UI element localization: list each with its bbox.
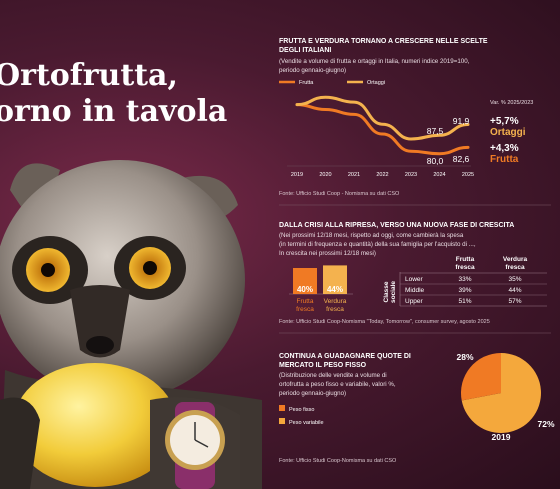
chart1-subtitle-line2: periodo gennaio-giugno) xyxy=(279,67,346,74)
chart3-title-line2: MERCATO IL PESO FISSO xyxy=(279,362,367,369)
table-row-label: Middle xyxy=(405,287,425,294)
x-tick-label: 2019 xyxy=(291,172,303,178)
chart3-source: Fonte: Ufficio Studi Coop-Nomisma su dat… xyxy=(279,458,397,464)
x-tick-label: 2024 xyxy=(433,172,445,178)
chart1-subtitle-line1: (Vendite a volume di frutta e ortaggi in… xyxy=(279,58,470,65)
label-ortaggi-2025: 91,9 xyxy=(453,116,470,126)
pie-year: 2019 xyxy=(492,432,511,442)
pie-label-peso-variabile: 72% xyxy=(537,419,554,429)
bar-verdura-label-1: Verdura xyxy=(324,298,347,305)
lemur-hand xyxy=(0,397,40,489)
series-line-ortaggi xyxy=(295,95,470,141)
label-ortaggi-2024: 87,5 xyxy=(427,126,444,136)
label-frutta-2025: 82,6 xyxy=(453,154,470,164)
chart2-subtitle-line2: (in termini di frequenza e quantità) del… xyxy=(279,241,476,248)
x-tick-label: 2025 xyxy=(462,172,474,178)
table-row-label: Lower xyxy=(405,276,424,283)
bar-verdura xyxy=(323,265,347,294)
bar-verdura-label-2: fresca xyxy=(326,306,344,313)
legend-peso-variabile: Peso variabile xyxy=(289,420,324,426)
table-row-title-1: Classe xyxy=(383,281,390,302)
chart2-title: DALLA CRISI ALLA RIPRESA, VERSO UNA NUOV… xyxy=(279,222,514,229)
table-header-frutta-2: fresca xyxy=(455,264,475,271)
pie-label-peso-fisso: 28% xyxy=(456,352,473,362)
x-tick-label: 2023 xyxy=(405,172,417,178)
bar-frutta-value: 40% xyxy=(297,285,313,294)
label-frutta-2024: 80,0 xyxy=(427,156,444,166)
legend-swatch-peso-fisso xyxy=(279,405,285,411)
table-cell-verdura: 35% xyxy=(508,276,521,283)
infographic-panel: FRUTTA E VERDURA TORNANO A CRESCERE NELL… xyxy=(265,0,560,489)
lemur-nose xyxy=(86,336,114,354)
lemur-snout xyxy=(70,285,130,358)
table-cell-verdura: 44% xyxy=(508,287,521,294)
headline-line-1: Ortofrutta, xyxy=(0,58,178,93)
legend-ortaggi: Ortaggi xyxy=(367,80,385,86)
table-header-verdura-2: fresca xyxy=(505,264,525,271)
chart2-subtitle-line1: (Nei prossimi 12/18 mesi, rispetto ad og… xyxy=(279,232,464,239)
chart2-source: Fonte: Ufficio Studi Coop-Nomisma "Today… xyxy=(279,319,490,325)
bar-verdura-value: 44% xyxy=(327,285,343,294)
chart3-title-line1: CONTINUA A GUADAGNARE QUOTE DI xyxy=(279,353,411,360)
x-tick-label: 2022 xyxy=(376,172,388,178)
table-cell-verdura: 57% xyxy=(508,298,521,305)
bar-frutta xyxy=(293,268,317,294)
var-ortaggi-value: +5,7% xyxy=(490,116,519,127)
chart2-subtitle-line3: In crescita nei prossimi 12/18 mesi) xyxy=(279,250,376,257)
headline: Ortofrutta, orno in tavola xyxy=(0,58,227,130)
headline-line-2: orno in tavola xyxy=(0,94,228,129)
legend-swatch-peso-variabile xyxy=(279,418,285,424)
bar-frutta-label-2: fresca xyxy=(296,306,314,313)
chart1-title-line1: FRUTTA E VERDURA TORNANO A CRESCERE NELL… xyxy=(279,38,488,45)
var-frutta-value: +4,3% xyxy=(490,143,519,154)
mango-fruit xyxy=(13,363,177,487)
series-line-frutta xyxy=(295,103,470,156)
chart3-subtitle-line3: periodo gennaio-giugno) xyxy=(279,390,346,397)
social-class-table: Classe sociale Frutta fresca Verdura fre… xyxy=(383,256,547,307)
chart3-subtitle-line2: ortofrutta a peso fisso e variabile, val… xyxy=(279,381,396,388)
var-heading: Var. % 2025/2023 xyxy=(490,100,533,106)
chart1-source: Fonte: Ufficio Studi Coop - Nomisma su d… xyxy=(279,191,400,197)
lemur-illustration xyxy=(0,160,262,489)
table-row-label: Upper xyxy=(405,298,424,305)
legend-frutta: Frutta xyxy=(299,80,314,86)
pie-slice-peso-variabile xyxy=(461,353,541,433)
table-header-verdura-1: Verdura xyxy=(503,256,528,263)
legend-peso-fisso: Peso fisso xyxy=(289,407,314,413)
x-tick-label: 2021 xyxy=(348,172,360,178)
chart1-x-ticks: 2019 2020 2021 2022 2023 2024 2025 xyxy=(291,172,474,178)
table-row-title-2: sociale xyxy=(390,281,397,303)
table-cell-frutta: 51% xyxy=(458,298,471,305)
chart1-title-line2: DEGLI ITALIANI xyxy=(279,47,331,54)
chart1-legend: Frutta Ortaggi xyxy=(279,80,385,86)
pie-slice-peso-fisso xyxy=(461,353,501,401)
var-ortaggi-name: Ortaggi xyxy=(490,127,526,138)
bar-frutta-label-1: Frutta xyxy=(297,298,314,305)
infographic-svg: FRUTTA E VERDURA TORNANO A CRESCERE NELL… xyxy=(279,38,555,464)
var-frutta-name: Frutta xyxy=(490,154,519,165)
table-cell-frutta: 39% xyxy=(458,287,471,294)
x-tick-label: 2020 xyxy=(319,172,331,178)
table-cell-frutta: 33% xyxy=(458,276,471,283)
table-header-frutta-1: Frutta xyxy=(456,256,475,263)
chart3-subtitle-line1: (Distribuzione delle vendite a volume di xyxy=(279,372,387,379)
